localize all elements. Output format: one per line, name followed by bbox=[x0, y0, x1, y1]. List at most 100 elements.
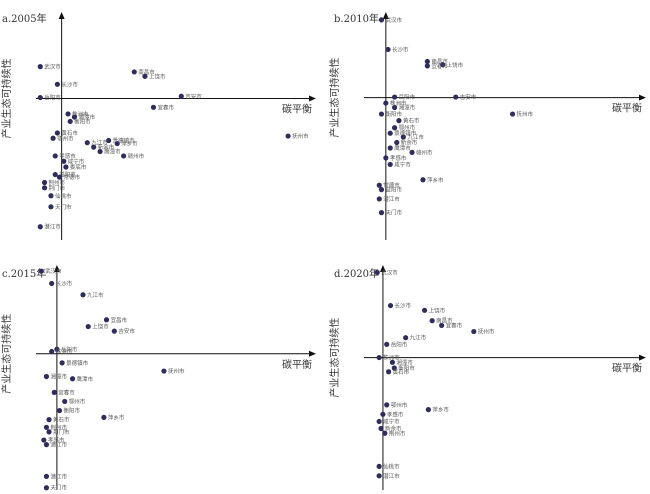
data-point bbox=[43, 373, 50, 380]
point-label: 长沙市 bbox=[56, 279, 73, 287]
point-label: 湘潭市 bbox=[50, 373, 67, 381]
data-point bbox=[46, 429, 52, 435]
x-axis-label: 碳平衡 bbox=[282, 102, 312, 115]
data-point bbox=[48, 204, 54, 210]
data-point bbox=[41, 185, 48, 191]
point-label: 上饶市 bbox=[92, 323, 109, 331]
data-point bbox=[382, 430, 388, 436]
point-label: 潜江市 bbox=[44, 223, 61, 231]
point-label: 黄石市 bbox=[61, 129, 78, 137]
data-point bbox=[376, 196, 382, 202]
data-point bbox=[391, 94, 398, 100]
point-label: 湘潭市 bbox=[399, 103, 416, 111]
data-point bbox=[52, 153, 58, 159]
x-axis-label: 碳平衡 bbox=[612, 362, 642, 375]
data-point bbox=[385, 46, 391, 53]
data-point bbox=[387, 145, 393, 151]
data-point bbox=[97, 148, 103, 155]
data-point bbox=[71, 114, 78, 120]
point-label: 南昌市 bbox=[138, 68, 155, 76]
data-point bbox=[41, 437, 47, 443]
data-point bbox=[37, 64, 43, 70]
x-axis-arrow bbox=[639, 354, 646, 361]
point-label: 萍乡市 bbox=[427, 176, 444, 184]
data-point bbox=[114, 140, 120, 147]
y-axis-label: 产业生态可持续性 bbox=[0, 58, 13, 138]
point-label: 潜江市 bbox=[383, 472, 400, 480]
point-label: 衡阳市 bbox=[385, 110, 402, 118]
data-point bbox=[65, 111, 71, 117]
data-point bbox=[56, 407, 63, 414]
data-point bbox=[387, 130, 393, 136]
data-point bbox=[48, 193, 54, 199]
data-point bbox=[62, 398, 68, 405]
point-label: 南昌市 bbox=[431, 57, 448, 65]
point-label: 宜春市 bbox=[158, 103, 175, 111]
data-point bbox=[440, 62, 446, 68]
data-point bbox=[424, 58, 430, 65]
data-point bbox=[439, 322, 445, 329]
point-label: 宜春市 bbox=[58, 388, 75, 396]
point-label: 衡阳市 bbox=[64, 407, 81, 415]
point-label: 益阳市 bbox=[59, 171, 76, 179]
point-label: 湘潭市 bbox=[396, 358, 413, 366]
point-label: 抚州市 bbox=[168, 367, 185, 375]
x-axis-label: 碳平衡 bbox=[282, 358, 312, 371]
data-point bbox=[376, 354, 382, 361]
point-label: 荆州市 bbox=[49, 179, 66, 187]
data-point bbox=[387, 302, 394, 309]
x-axis-arrow bbox=[309, 350, 316, 357]
point-label: 娄底市 bbox=[70, 163, 87, 171]
point-label: 仙桃市 bbox=[55, 192, 72, 200]
data-point bbox=[37, 94, 43, 101]
point-label: 长沙市 bbox=[395, 302, 412, 310]
data-point bbox=[142, 73, 148, 79]
point-label: 南昌市 bbox=[436, 317, 453, 325]
data-point bbox=[80, 292, 86, 298]
point-label: 潜江市 bbox=[50, 441, 67, 449]
point-label: 荆门市 bbox=[53, 428, 70, 436]
data-point bbox=[383, 100, 389, 106]
point-label: 宜春市 bbox=[431, 62, 448, 70]
data-point bbox=[400, 134, 406, 140]
point-label: 荆州市 bbox=[389, 429, 406, 437]
y-axis-arrow bbox=[382, 12, 389, 19]
data-point bbox=[111, 328, 117, 334]
point-label: 株洲市 bbox=[390, 99, 407, 107]
point-label: 长沙市 bbox=[61, 80, 78, 88]
point-label: 鹰潭市 bbox=[394, 144, 411, 152]
x-axis-arrow bbox=[309, 95, 316, 102]
data-point bbox=[374, 269, 380, 276]
data-point bbox=[376, 418, 382, 425]
point-label: 咸宁市 bbox=[394, 160, 411, 168]
data-point bbox=[46, 417, 52, 423]
data-point bbox=[43, 485, 50, 491]
data-point bbox=[429, 318, 435, 324]
point-label: 抚州市 bbox=[517, 110, 534, 118]
point-label: 潜江市 bbox=[383, 195, 400, 203]
data-point bbox=[69, 376, 76, 382]
data-point bbox=[85, 323, 91, 330]
point-label: 鄂州市 bbox=[57, 134, 74, 142]
data-point bbox=[91, 144, 97, 150]
data-point bbox=[378, 187, 385, 193]
data-point bbox=[421, 307, 428, 313]
data-point bbox=[131, 69, 137, 75]
data-point bbox=[51, 389, 57, 395]
data-point bbox=[43, 473, 50, 479]
data-point bbox=[376, 463, 382, 469]
point-label: 萍乡市 bbox=[432, 406, 449, 414]
point-label: 常德市 bbox=[64, 173, 81, 181]
data-point bbox=[453, 94, 459, 100]
point-label: 孝感市 bbox=[390, 154, 407, 162]
y-axis-arrow bbox=[379, 265, 386, 272]
point-label: 鄂州市 bbox=[399, 124, 416, 132]
data-point bbox=[420, 177, 426, 183]
point-label: 景德镇市 bbox=[394, 129, 417, 137]
point-label: 九江市 bbox=[91, 139, 108, 147]
data-point bbox=[285, 133, 291, 139]
point-label: 潜江市 bbox=[50, 472, 67, 480]
data-point bbox=[378, 210, 385, 216]
point-label: 吉安市 bbox=[460, 93, 477, 101]
